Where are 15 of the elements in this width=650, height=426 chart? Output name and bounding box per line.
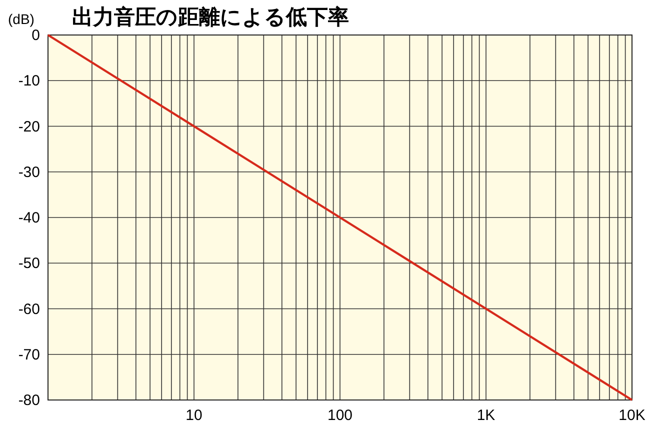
y-tick-label: -10: [18, 72, 40, 90]
x-tick-label: 10K: [618, 407, 646, 424]
y-tick-label: -20: [18, 118, 40, 136]
x-tick-label: 1K: [476, 407, 496, 424]
x-tick-label: 10: [186, 407, 202, 424]
y-tick-label: -80: [18, 392, 40, 409]
y-tick-label: -60: [18, 300, 40, 318]
x-tick-label: 100: [327, 407, 353, 424]
y-tick-label: 0: [32, 27, 40, 44]
y-tick-label: -40: [18, 210, 40, 226]
chart-title: 出力音圧の距離による低下率: [72, 5, 349, 29]
y-tick-label: -70: [18, 346, 40, 364]
y-tick-label: -30: [18, 164, 40, 181]
y-axis-title: (dB): [8, 11, 34, 27]
y-tick-label: -50: [18, 255, 40, 272]
